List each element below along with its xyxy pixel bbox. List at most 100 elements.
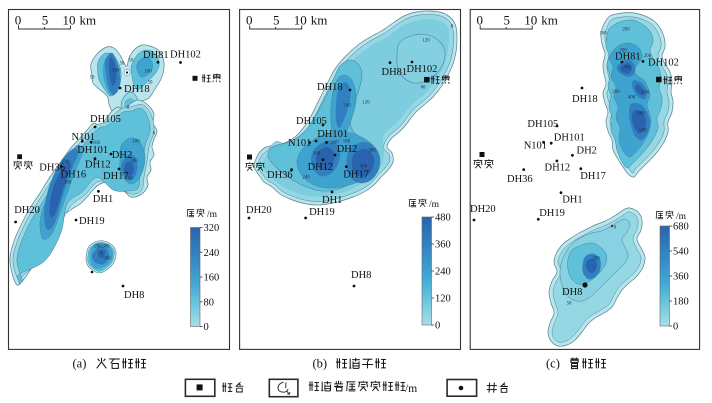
- svg-text:DH19: DH19: [309, 207, 335, 218]
- svg-text:N101: N101: [288, 138, 311, 149]
- svg-text:DH2: DH2: [112, 150, 132, 161]
- svg-text:50: 50: [129, 59, 134, 64]
- svg-text:DH102: DH102: [648, 58, 679, 69]
- svg-text:DH101: DH101: [554, 133, 585, 144]
- svg-text:60: 60: [421, 86, 426, 91]
- svg-text:/m: /m: [207, 210, 218, 220]
- svg-text:/m: /m: [676, 212, 687, 222]
- svg-text:200: 200: [644, 54, 652, 59]
- svg-text:DH8: DH8: [124, 290, 144, 301]
- svg-text:DH105: DH105: [527, 119, 558, 130]
- svg-text:480: 480: [435, 213, 451, 224]
- svg-text:DH36: DH36: [267, 170, 293, 181]
- svg-text:400: 400: [623, 66, 631, 71]
- svg-text:0: 0: [246, 13, 253, 28]
- svg-text:0: 0: [153, 132, 156, 137]
- svg-text:DH12: DH12: [308, 162, 334, 173]
- svg-text:DH12: DH12: [545, 163, 571, 174]
- svg-text:DH1: DH1: [562, 195, 582, 206]
- svg-text:DH105: DH105: [90, 114, 121, 125]
- svg-text:DH102: DH102: [407, 64, 438, 75]
- svg-text:180: 180: [673, 297, 689, 308]
- svg-text:200: 200: [61, 160, 69, 165]
- svg-text:DH2: DH2: [337, 144, 357, 155]
- svg-text:500: 500: [639, 129, 647, 134]
- svg-text:DH18: DH18: [124, 84, 150, 95]
- svg-text:km: km: [311, 13, 328, 28]
- svg-text:0: 0: [451, 25, 454, 30]
- svg-text:120: 120: [422, 39, 430, 44]
- svg-text:100: 100: [599, 32, 607, 37]
- svg-text:400: 400: [637, 112, 645, 117]
- svg-text:DH20: DH20: [470, 204, 496, 215]
- svg-text:240: 240: [204, 248, 220, 259]
- svg-text:50: 50: [90, 76, 95, 81]
- svg-text:DH81: DH81: [143, 50, 169, 61]
- svg-text:100: 100: [592, 257, 600, 262]
- svg-text:360: 360: [435, 240, 451, 251]
- svg-text:400: 400: [360, 165, 368, 170]
- svg-text:DH101: DH101: [77, 145, 108, 156]
- svg-text:320: 320: [204, 223, 220, 234]
- svg-text:100: 100: [125, 177, 133, 182]
- svg-text:360: 360: [673, 272, 689, 283]
- svg-text:80: 80: [204, 297, 215, 308]
- svg-text:300: 300: [64, 181, 72, 186]
- svg-text:240: 240: [302, 176, 310, 181]
- svg-text:10: 10: [63, 13, 76, 28]
- svg-text:100: 100: [93, 141, 101, 146]
- svg-text:DH8: DH8: [351, 270, 371, 281]
- svg-text:600: 600: [642, 91, 650, 96]
- svg-text:DH8: DH8: [562, 287, 582, 298]
- svg-text:0: 0: [204, 322, 209, 333]
- svg-text:120: 120: [362, 101, 370, 106]
- svg-text:0: 0: [673, 322, 678, 333]
- svg-text:N101: N101: [72, 132, 95, 143]
- svg-text:(a): (a): [73, 357, 87, 371]
- svg-text:DH105: DH105: [296, 116, 327, 127]
- svg-text:10: 10: [524, 13, 537, 28]
- svg-text:200: 200: [622, 28, 630, 33]
- svg-text:DH19: DH19: [79, 216, 105, 227]
- svg-text:100: 100: [144, 70, 152, 75]
- svg-text:180: 180: [343, 139, 351, 144]
- svg-text:5: 5: [42, 13, 49, 28]
- svg-text:DH17: DH17: [580, 171, 606, 182]
- svg-text:5: 5: [273, 13, 280, 28]
- svg-text:DH2: DH2: [577, 146, 597, 157]
- svg-text:DH12: DH12: [85, 160, 111, 171]
- svg-text:DH1: DH1: [93, 194, 113, 205]
- svg-text:0: 0: [435, 321, 440, 332]
- svg-text:240: 240: [343, 104, 351, 109]
- svg-text:240: 240: [331, 140, 339, 145]
- svg-text:DH81: DH81: [615, 52, 641, 63]
- svg-text:DH20: DH20: [14, 205, 40, 216]
- svg-text:200: 200: [130, 159, 138, 164]
- svg-text:DH18: DH18: [572, 94, 598, 105]
- svg-text:DH1: DH1: [322, 195, 342, 206]
- svg-text:120: 120: [435, 294, 451, 305]
- svg-text:400: 400: [628, 96, 636, 101]
- svg-text:N101: N101: [524, 141, 547, 152]
- svg-text:300: 300: [103, 257, 111, 262]
- svg-text:240: 240: [435, 267, 451, 278]
- svg-text:200: 200: [612, 90, 620, 95]
- svg-text:540: 540: [673, 247, 689, 258]
- svg-text:100: 100: [97, 251, 105, 256]
- svg-text:DH36: DH36: [507, 174, 533, 185]
- svg-text:(c): (c): [546, 357, 560, 371]
- svg-text:160: 160: [204, 273, 220, 284]
- svg-text:10: 10: [294, 13, 307, 28]
- svg-text:680: 680: [673, 222, 689, 233]
- svg-text:0: 0: [127, 106, 130, 111]
- svg-text:100: 100: [112, 69, 120, 74]
- svg-text:5: 5: [503, 13, 510, 28]
- svg-text:300: 300: [102, 245, 110, 250]
- svg-text:200: 200: [94, 245, 102, 250]
- svg-text:100: 100: [132, 140, 140, 145]
- svg-text:200: 200: [619, 49, 627, 54]
- svg-text:DH20: DH20: [246, 205, 272, 216]
- svg-text:/m: /m: [405, 383, 417, 395]
- svg-text:km: km: [541, 13, 558, 28]
- svg-text:(b): (b): [313, 357, 328, 371]
